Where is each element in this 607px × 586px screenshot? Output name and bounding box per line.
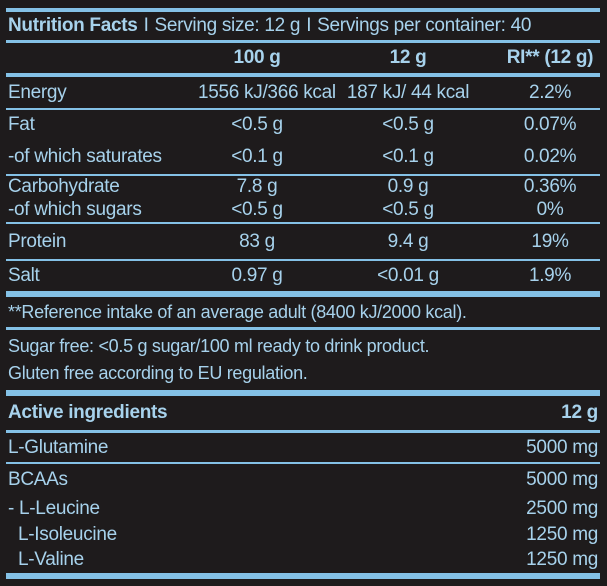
section-rule bbox=[6, 291, 600, 297]
value-per-12g: <0.01 g bbox=[377, 265, 439, 286]
value-per-12g: 0.9 g bbox=[387, 176, 429, 197]
value-ri: 2.2% bbox=[528, 81, 572, 103]
header-separator: I bbox=[306, 15, 312, 36]
nutrient-label: Protein bbox=[8, 230, 67, 252]
active-ingredients-title: Active ingredients bbox=[8, 402, 168, 423]
ingredient-amount: 2500 mg bbox=[526, 497, 598, 519]
header-separator: I bbox=[143, 15, 149, 36]
reference-intake-footnote: **Reference intake of an average adult (… bbox=[8, 301, 467, 322]
bottom-rule bbox=[6, 573, 600, 579]
table-row-fat: Fat <0.5 g <0.5 g 0.07% bbox=[6, 110, 600, 139]
sugar-free-claim: Sugar free: <0.5 g sugar/100 ml ready to… bbox=[8, 336, 430, 356]
value-ri: 0.07% bbox=[523, 113, 577, 135]
table-row-sugars: -of which sugars <0.5 g <0.5 g 0% bbox=[6, 198, 600, 222]
claims-block: Sugar free: <0.5 g sugar/100 ml ready to… bbox=[6, 330, 600, 390]
nutrient-label: Carbohydrate bbox=[8, 176, 120, 197]
value-per-12g: 9.4 g bbox=[387, 230, 429, 252]
value-ri: 0.02% bbox=[523, 145, 577, 167]
ingredient-row-isoleucine: L-Isoleucine 1250 mg bbox=[6, 522, 600, 547]
value-per-12g: <0.5 g bbox=[382, 199, 434, 220]
value-per-12g: <0.5 g bbox=[382, 113, 434, 135]
ingredient-name: L-Isoleucine bbox=[18, 523, 117, 545]
ingredient-name: BCAAs bbox=[8, 468, 68, 490]
ingredient-amount: 5000 mg bbox=[526, 436, 598, 458]
row-separator-rule bbox=[6, 462, 600, 464]
nutrient-label: Fat bbox=[8, 113, 35, 135]
ingredient-name: - L-Leucine bbox=[8, 497, 100, 519]
table-row-energy: Energy 1556 kJ/366 kcal 187 kJ/ 44 kcal … bbox=[6, 77, 600, 108]
column-header-ri: RI** (12 g) bbox=[506, 47, 594, 68]
section-rule bbox=[6, 390, 600, 396]
ingredient-row-bcaas: BCAAs 5000 mg bbox=[6, 464, 600, 495]
ingredient-amount: 1250 mg bbox=[526, 523, 598, 545]
ingredient-name: L-Valine bbox=[18, 549, 84, 570]
serving-size-text: Serving size: 12 g bbox=[154, 15, 301, 36]
table-row-protein: Protein 83 g 9.4 g 19% bbox=[6, 224, 600, 259]
gluten-free-claim: Gluten free according to EU regulation. bbox=[8, 363, 308, 383]
value-per-100g: 7.8 g bbox=[236, 176, 278, 197]
column-header-rule bbox=[6, 73, 600, 77]
row-separator-rule bbox=[6, 259, 600, 261]
column-header-row: 100 g 12 g RI** (12 g) bbox=[6, 43, 600, 73]
servings-per-container-text: Servings per container: 40 bbox=[317, 15, 532, 36]
ingredient-row-leucine: - L-Leucine 2500 mg bbox=[6, 495, 600, 522]
top-rule bbox=[6, 8, 600, 12]
value-per-100g: 1556 kJ/366 kcal bbox=[198, 81, 336, 103]
value-per-100g: 0.97 g bbox=[231, 265, 283, 286]
value-ri: 1.9% bbox=[528, 265, 572, 286]
column-header-100g: 100 g bbox=[233, 47, 281, 68]
ingredient-row-valine: L-Valine 1250 mg bbox=[6, 547, 600, 573]
value-ri: 0% bbox=[536, 199, 564, 220]
table-row-salt: Salt 0.97 g <0.01 g 1.9% bbox=[6, 261, 600, 291]
table-row-carbohydrate: Carbohydrate 7.8 g 0.9 g 0.36% bbox=[6, 176, 600, 198]
label-header: Nutrition Facts I Serving size: 12 g I S… bbox=[6, 12, 600, 40]
value-ri: 19% bbox=[531, 230, 569, 252]
column-header-12g: 12 g bbox=[389, 47, 427, 68]
value-per-12g: <0.1 g bbox=[382, 145, 434, 167]
header-rule bbox=[6, 40, 600, 43]
ingredient-name: L-Glutamine bbox=[8, 436, 109, 458]
value-ri: 0.36% bbox=[523, 176, 577, 197]
nutrient-label: Salt bbox=[8, 265, 40, 286]
ingredient-row-glutamine: L-Glutamine 5000 mg bbox=[6, 433, 600, 462]
row-separator-rule bbox=[6, 222, 600, 224]
nutrient-label: Energy bbox=[8, 81, 67, 103]
row-separator-rule bbox=[6, 174, 600, 176]
label-title: Nutrition Facts bbox=[8, 15, 138, 36]
active-ingredients-amount-header: 12 g bbox=[561, 402, 598, 423]
row-separator-rule bbox=[6, 108, 600, 110]
nutrient-label: -of which sugars bbox=[8, 199, 142, 220]
nutrient-label: -of which saturates bbox=[8, 145, 162, 167]
value-per-100g: <0.5 g bbox=[231, 113, 283, 135]
table-row-saturates: -of which saturates <0.1 g <0.1 g 0.02% bbox=[6, 139, 600, 174]
active-ingredients-rule bbox=[6, 430, 600, 433]
value-per-100g: 83 g bbox=[239, 230, 275, 252]
value-per-100g: <0.1 g bbox=[231, 145, 283, 167]
ingredient-amount: 1250 mg bbox=[526, 549, 598, 570]
ingredient-amount: 5000 mg bbox=[526, 468, 598, 490]
value-per-12g: 187 kJ/ 44 kcal bbox=[346, 81, 470, 103]
active-ingredients-header: Active ingredients 12 g bbox=[6, 396, 600, 430]
value-per-100g: <0.5 g bbox=[231, 199, 283, 220]
footnote-rule bbox=[6, 327, 600, 330]
